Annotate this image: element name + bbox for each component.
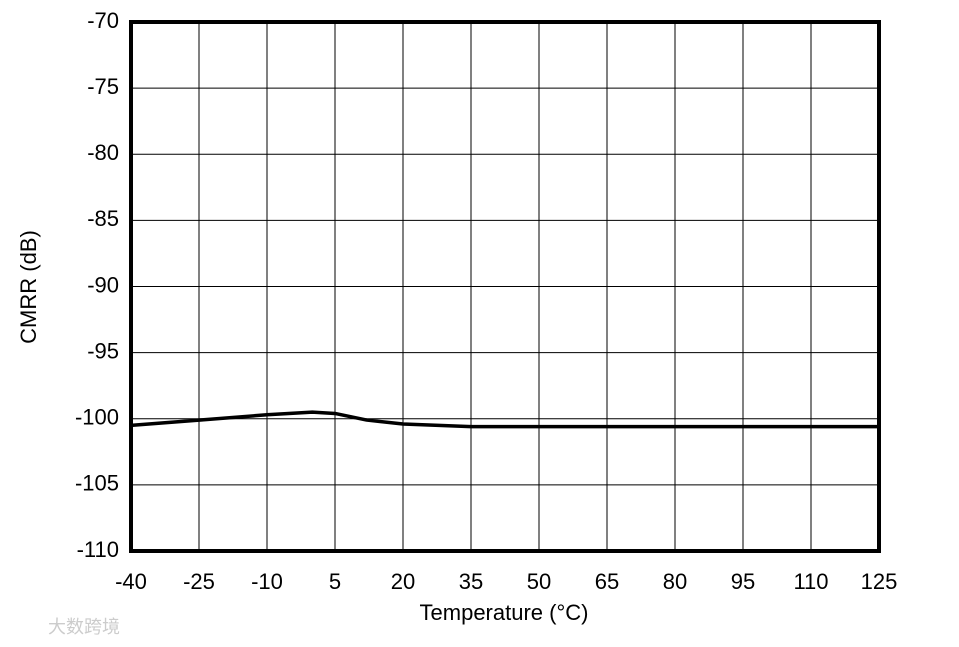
y-tick-label: -110: [77, 537, 119, 562]
y-tick-label: -95: [87, 338, 119, 363]
x-tick-label: 65: [595, 569, 619, 594]
x-tick-label: -40: [115, 569, 147, 594]
y-tick-label: -90: [87, 272, 119, 297]
x-tick-label: -10: [251, 569, 283, 594]
x-tick-label: -25: [183, 569, 215, 594]
plot-frame: [129, 20, 881, 553]
y-axis-label: CMRR (dB): [16, 230, 41, 344]
x-tick-label: 50: [527, 569, 551, 594]
x-tick-label: 5: [329, 569, 341, 594]
y-tick-label: -75: [87, 74, 119, 99]
x-tick-label: 125: [861, 569, 898, 594]
x-tick-label: 95: [731, 569, 755, 594]
data-line: [130, 410, 879, 429]
y-tick-label: -100: [75, 405, 119, 430]
y-tick-label: -80: [87, 140, 119, 165]
y-tick-label: -105: [75, 471, 119, 496]
x-axis-label: Temperature (°C): [420, 600, 589, 625]
y-tick-label: -85: [87, 206, 119, 231]
x-tick-label: 20: [391, 569, 415, 594]
watermark: 大数跨境: [48, 617, 120, 637]
x-tick-label: 110: [793, 569, 828, 594]
x-tick-label: 35: [459, 569, 483, 594]
y-tick-label: -70: [87, 8, 119, 33]
x-tick-label: 80: [663, 569, 687, 594]
